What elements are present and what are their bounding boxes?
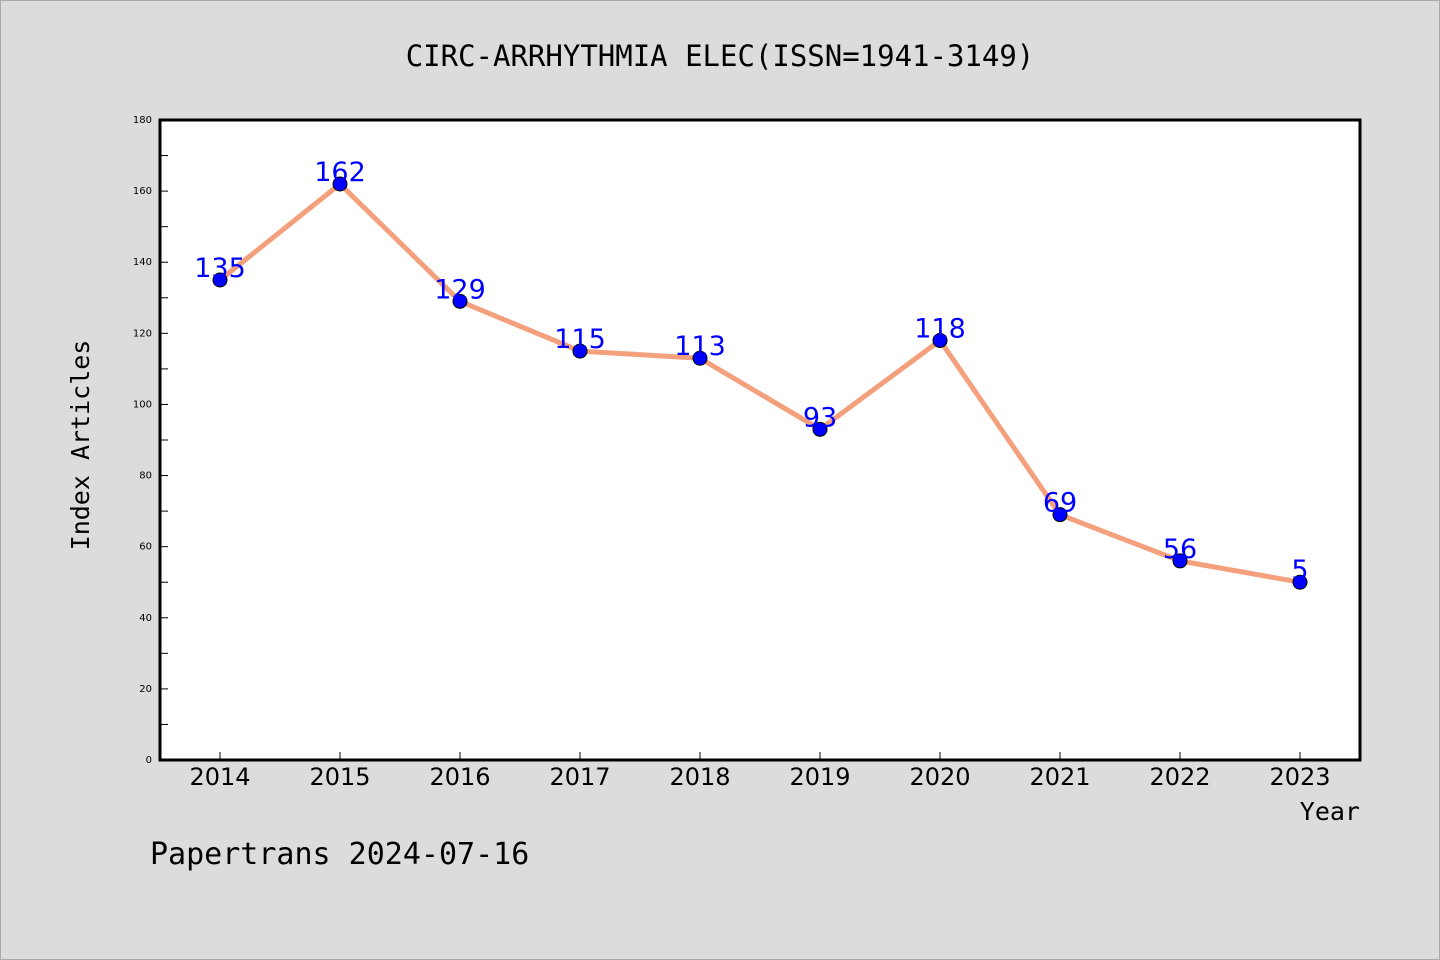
data-point	[332, 176, 348, 192]
y-axis: 0 20 40 60 80 100 120 140 160 180	[133, 115, 168, 766]
watermark-text: Papertrans 2024-07-16	[150, 837, 529, 872]
data-label: 162	[314, 157, 366, 188]
series-line	[217, 181, 1303, 585]
data-point	[692, 350, 708, 366]
y-tick-label: 60	[139, 542, 152, 553]
data-label: 129	[434, 274, 486, 305]
data-point	[1052, 507, 1068, 523]
data-point	[572, 343, 588, 359]
x-axis: 2014 2015 2016 2017 2018 2019 2020 2021 2022 2023	[189, 752, 1331, 791]
x-tick-label: 2015	[309, 763, 370, 791]
data-labels-group: 135 162 129 115 113 93 118 69 56 5	[194, 157, 1308, 586]
y-tick-label: 180	[133, 115, 152, 126]
series-line-group	[217, 181, 1303, 585]
y-tick-label: 140	[133, 257, 152, 268]
data-point	[1292, 574, 1308, 590]
x-tick-label: 2019	[789, 763, 850, 791]
x-tick-label: 2020	[909, 763, 970, 791]
y-tick-label: 120	[133, 328, 152, 339]
data-label: 135	[194, 253, 246, 284]
data-label: 56	[1163, 534, 1197, 565]
y-axis-label: Index Articles	[66, 340, 95, 551]
plot-area	[160, 120, 1360, 760]
y-tick-label: 40	[139, 613, 152, 624]
x-tick-label: 2016	[429, 763, 490, 791]
data-point	[812, 421, 828, 437]
y-tick-label: 0	[146, 755, 152, 766]
x-tick-label: 2018	[669, 763, 730, 791]
x-tick-label: 2022	[1149, 763, 1210, 791]
series-points-group	[212, 176, 1308, 590]
data-point	[932, 332, 948, 348]
x-tick-label: 2014	[189, 763, 250, 791]
data-label: 93	[803, 402, 837, 433]
y-tick-label: 80	[139, 471, 152, 482]
data-label: 118	[914, 313, 966, 344]
data-point	[452, 293, 468, 309]
chart-title: CIRC-ARRHYTHMIA ELEC(ISSN=1941-3149)	[406, 39, 1035, 73]
x-tick-label: 2023	[1269, 763, 1330, 791]
plot-border	[158, 118, 1362, 762]
y-tick-label: 20	[139, 684, 152, 695]
y-tick-label: 100	[133, 399, 152, 410]
data-point	[1172, 553, 1188, 569]
data-label: 69	[1043, 488, 1077, 519]
data-label: 115	[554, 324, 606, 355]
data-label: 113	[674, 331, 726, 362]
data-point	[212, 272, 228, 288]
y-tick-label: 160	[133, 186, 152, 197]
x-axis-label: Year	[1300, 797, 1360, 826]
x-tick-label: 2021	[1029, 763, 1090, 791]
data-label: 5	[1291, 555, 1308, 586]
x-tick-label: 2017	[549, 763, 610, 791]
